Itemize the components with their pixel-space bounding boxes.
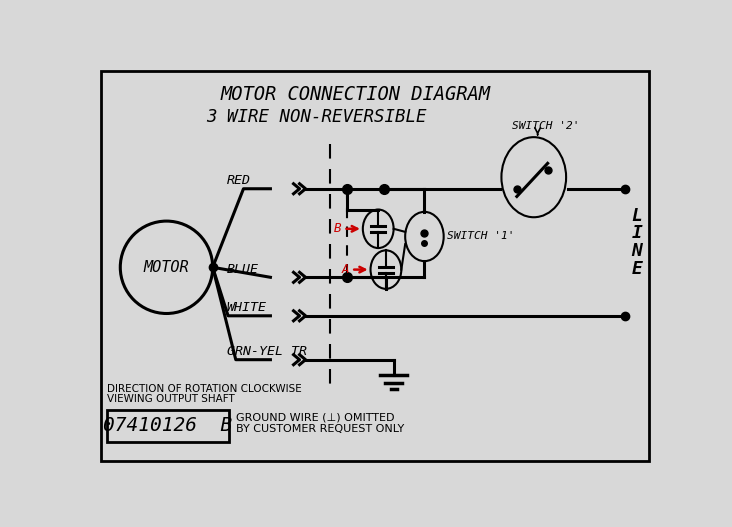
Text: 3 WIRE NON-REVERSIBLE: 3 WIRE NON-REVERSIBLE [206,108,427,126]
Text: MOTOR: MOTOR [143,260,190,275]
Text: BY CUSTOMER REQUEST ONLY: BY CUSTOMER REQUEST ONLY [236,424,404,434]
Text: SWITCH '2': SWITCH '2' [512,121,579,131]
Text: GRN-YEL TR: GRN-YEL TR [226,345,307,358]
Text: 07410126  B: 07410126 B [103,416,233,435]
Text: A: A [341,263,349,276]
Text: I: I [632,225,643,242]
Text: GROUND WIRE (⊥) OMITTED: GROUND WIRE (⊥) OMITTED [236,413,395,423]
Text: RED: RED [226,174,250,187]
Bar [107,409,229,442]
Text: L: L [632,207,643,225]
Text: B: B [334,222,341,235]
Text: SWITCH '1': SWITCH '1' [447,231,515,241]
Text: WHITE: WHITE [226,301,266,314]
Text: N: N [632,242,643,260]
Text: MOTOR CONNECTION DIAGRAM: MOTOR CONNECTION DIAGRAM [220,85,490,104]
Text: VIEWING OUTPUT SHAFT: VIEWING OUTPUT SHAFT [107,394,235,404]
Text: E: E [632,260,643,278]
Text: DIRECTION OF ROTATION CLOCKWISE: DIRECTION OF ROTATION CLOCKWISE [107,384,302,394]
Text: BLUE: BLUE [226,263,258,276]
